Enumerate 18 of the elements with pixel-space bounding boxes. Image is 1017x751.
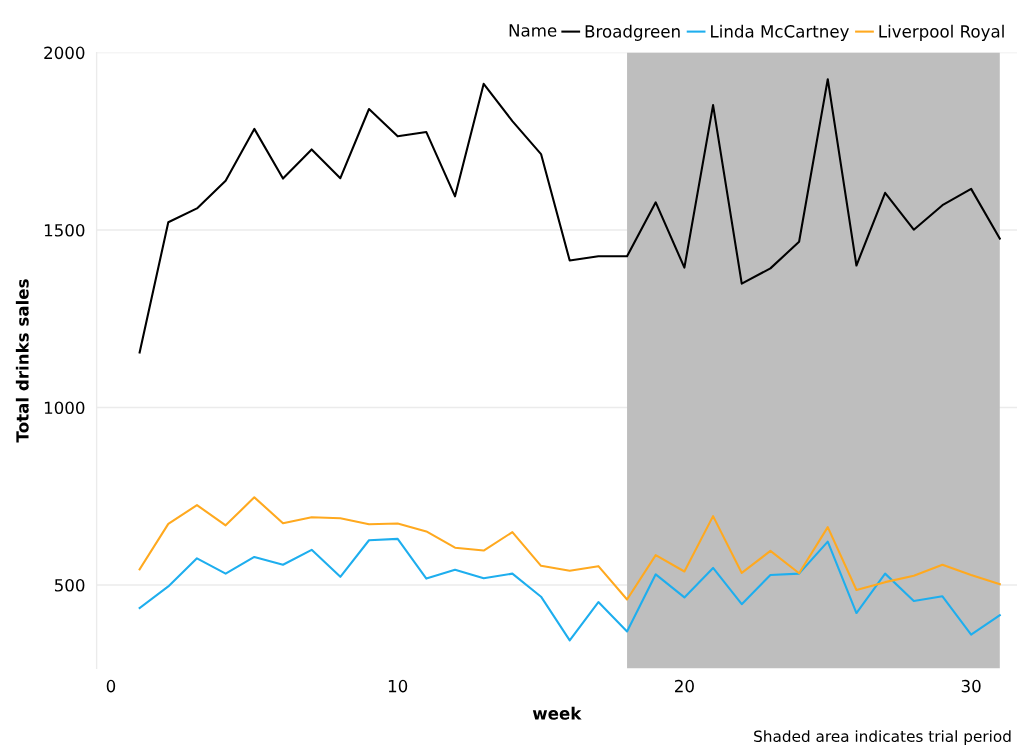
legend-title: Name bbox=[509, 24, 557, 37]
legend-label: Broadgreen bbox=[585, 24, 680, 41]
x-tick-label: 30 bbox=[961, 679, 981, 693]
y-tick-label: 2000 bbox=[44, 46, 85, 60]
legend-label: Linda McCartney bbox=[711, 24, 849, 41]
y-tick-label: 1500 bbox=[44, 224, 85, 237]
y-axis-title: Total drinks sales bbox=[15, 279, 29, 443]
line-series bbox=[138, 496, 1001, 601]
x-tick-label: 10 bbox=[388, 679, 408, 693]
text: Shaded area indicates trial period bbox=[754, 730, 1011, 745]
y-tick-label: 500 bbox=[54, 578, 85, 592]
x-tick-label: 0 bbox=[106, 679, 116, 693]
y-tick-label: 1000 bbox=[44, 401, 85, 415]
x-axis-title: week bbox=[532, 706, 582, 720]
line-series bbox=[138, 78, 1001, 354]
x-tick-label: 20 bbox=[675, 679, 694, 693]
legend-label: Liverpool Royal bbox=[879, 24, 1004, 41]
line-series bbox=[138, 537, 1001, 642]
